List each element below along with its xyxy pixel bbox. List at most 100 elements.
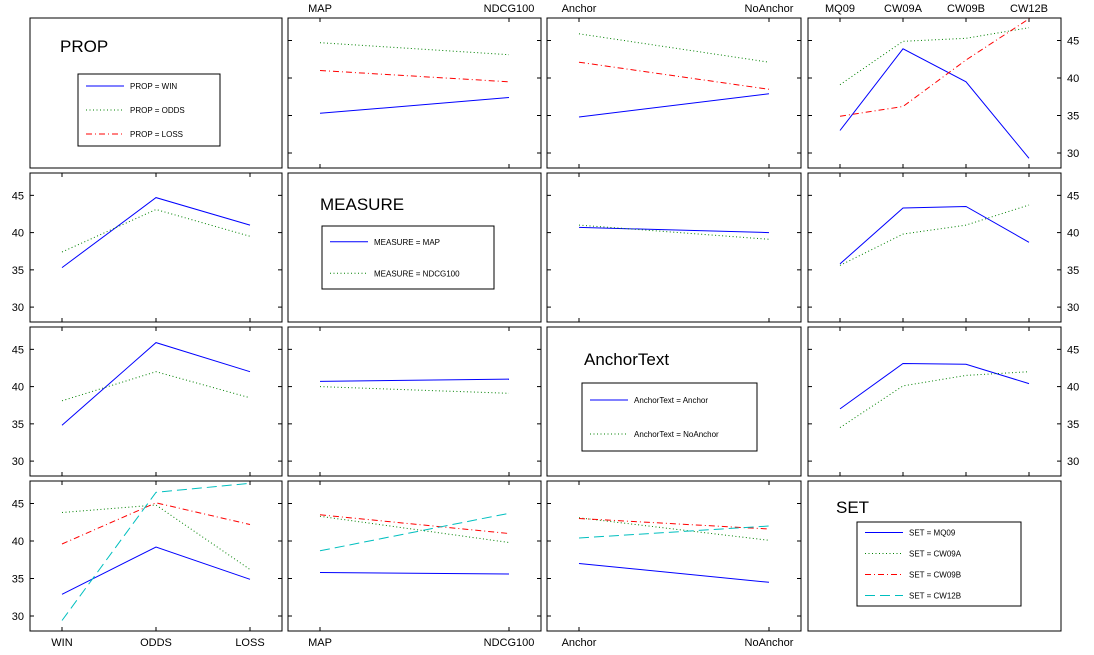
series-line-r0c2-prop-loss (578, 61, 770, 90)
series-line-r0c1-prop-loss (319, 70, 510, 83)
x-tick-label-bottom-anchor: Anchor (562, 637, 597, 649)
series-line-r3c0-set-cw09b (61, 502, 251, 545)
panel-frame-r1c1 (287, 172, 542, 323)
y-tick-label-right: 35 (1067, 419, 1079, 431)
x-tick-label-top-ndcg100: NDCG100 (484, 3, 535, 15)
y-tick-label-right: 40 (1067, 382, 1079, 394)
y-tick-label-right: 30 (1067, 148, 1079, 160)
y-tick-label-right: 40 (1067, 228, 1079, 240)
series-line-r3c0-set-cw12b (61, 482, 251, 621)
legend-label-set-cw09a: SET = CW09A (909, 550, 962, 559)
y-tick-label-right: 30 (1067, 456, 1079, 468)
legend-title-prop: PROP (60, 37, 108, 56)
panel-frame-r2c2 (546, 326, 802, 477)
y-tick-label-left: 40 (12, 536, 24, 548)
series-line-r2c1-anchortext-noanchor (319, 386, 510, 394)
y-tick-label-left: 30 (12, 611, 24, 623)
panel-frame-r3c0 (29, 480, 283, 632)
y-tick-label-left: 30 (12, 456, 24, 468)
series-line-r1c2-measure-ndcg100 (578, 224, 770, 240)
legend-label-prop-loss: PROP = LOSS (130, 130, 183, 139)
legend-label-anchortext-anchor: AnchorText = Anchor (634, 396, 708, 405)
panel-frame-r3c2 (546, 480, 802, 632)
series-line-r0c2-prop-win (578, 93, 770, 118)
panel-frame-r2c3 (807, 326, 1062, 477)
panel-frame-r0c1 (287, 17, 542, 169)
x-tick-label-bottom-loss: LOSS (235, 637, 264, 649)
legend-label-measure-ndcg100: MEASURE = NDCG100 (374, 269, 460, 278)
y-tick-label-left: 40 (12, 382, 24, 394)
x-tick-label-bottom-map: MAP (308, 637, 332, 649)
panel-frame-r1c0 (29, 172, 283, 323)
series-line-r2c1-anchortext-anchor (319, 378, 510, 382)
legend-label-prop-win: PROP = WIN (130, 82, 177, 91)
panel-frame-r3c3 (807, 480, 1062, 632)
series-line-r0c2-prop-odds (578, 33, 770, 63)
series-line-r3c1-set-cw09b (319, 514, 510, 534)
series-line-r2c3-anchortext-noanchor (839, 371, 1030, 429)
panel-frame-r1c2 (546, 172, 802, 323)
y-tick-label-left: 35 (12, 265, 24, 277)
legend-label-anchortext-noanchor: AnchorText = NoAnchor (634, 430, 719, 439)
series-line-r0c3-prop-loss (839, 18, 1030, 117)
series-line-r0c3-prop-odds (839, 27, 1030, 86)
x-tick-label-bottom-win: WIN (51, 637, 72, 649)
panel-frame-r0c2 (546, 17, 802, 169)
series-line-r3c0-set-cw09a (61, 504, 251, 570)
legend-label-measure-map: MEASURE = MAP (374, 238, 440, 247)
series-line-r3c1-set-mq09 (319, 572, 510, 575)
legend-title-anchortext: AnchorText (584, 350, 669, 369)
x-tick-label-top-cw09b: CW09B (947, 3, 985, 15)
x-tick-label-bottom-noanchor: NoAnchor (745, 637, 794, 649)
x-tick-label-bottom-ndcg100: NDCG100 (484, 637, 535, 649)
series-line-r3c0-set-mq09 (61, 546, 251, 595)
series-line-r3c1-set-cw12b (319, 512, 510, 552)
y-tick-label-left: 45 (12, 344, 24, 356)
y-tick-label-left: 30 (12, 302, 24, 314)
legend-label-prop-odds: PROP = ODDS (130, 106, 185, 115)
y-tick-label-right: 30 (1067, 302, 1079, 314)
series-line-r3c2-set-cw12b (578, 525, 770, 539)
x-tick-label-top-anchor: Anchor (562, 3, 597, 15)
panel-frame-r1c3 (807, 172, 1062, 323)
series-line-r3c2-set-mq09 (578, 563, 770, 583)
series-line-r3c2-set-cw09b (578, 518, 770, 530)
y-tick-label-right: 35 (1067, 265, 1079, 277)
y-tick-label-left: 35 (12, 574, 24, 586)
series-line-r2c0-anchortext-noanchor (61, 371, 251, 402)
panel-frame-r0c3 (807, 17, 1062, 169)
series-line-r2c0-anchortext-anchor (61, 342, 251, 426)
y-tick-label-left: 45 (12, 499, 24, 511)
panel-frame-r3c1 (287, 480, 542, 632)
legend-title-measure: MEASURE (320, 195, 404, 214)
x-tick-label-top-cw12b: CW12B (1010, 3, 1048, 15)
series-line-r1c0-measure-map (61, 197, 251, 269)
y-tick-label-left: 45 (12, 190, 24, 202)
x-tick-label-top-map: MAP (308, 3, 332, 15)
y-tick-label-right: 45 (1067, 190, 1079, 202)
series-line-r1c3-measure-map (839, 205, 1030, 265)
y-tick-label-right: 40 (1067, 73, 1079, 85)
series-line-r3c2-set-cw09a (578, 517, 770, 541)
panel-frame-r2c0 (29, 326, 283, 477)
panel-frame-r2c1 (287, 326, 542, 477)
y-tick-label-left: 40 (12, 228, 24, 240)
series-line-r0c3-prop-win (839, 48, 1030, 159)
legend-box-set (856, 521, 1022, 607)
series-line-r1c3-measure-ndcg100 (839, 204, 1030, 266)
legend-label-set-mq09: SET = MQ09 (909, 529, 956, 538)
series-line-r1c0-measure-ndcg100 (61, 208, 251, 253)
x-tick-label-bottom-odds: ODDS (140, 637, 172, 649)
x-tick-label-top-noanchor: NoAnchor (745, 3, 794, 15)
series-line-r0c1-prop-odds (319, 42, 510, 56)
legend-label-set-cw12b: SET = CW12B (909, 592, 961, 601)
legend-label-set-cw09b: SET = CW09B (909, 571, 961, 580)
series-line-r2c3-anchortext-anchor (839, 362, 1030, 410)
x-tick-label-top-mq09: MQ09 (825, 3, 855, 15)
legend-box-measure (321, 225, 495, 290)
y-tick-label-right: 45 (1067, 36, 1079, 48)
y-tick-label-left: 35 (12, 419, 24, 431)
series-line-r3c1-set-cw09a (319, 515, 510, 543)
x-tick-label-top-cw09a: CW09A (884, 3, 923, 15)
